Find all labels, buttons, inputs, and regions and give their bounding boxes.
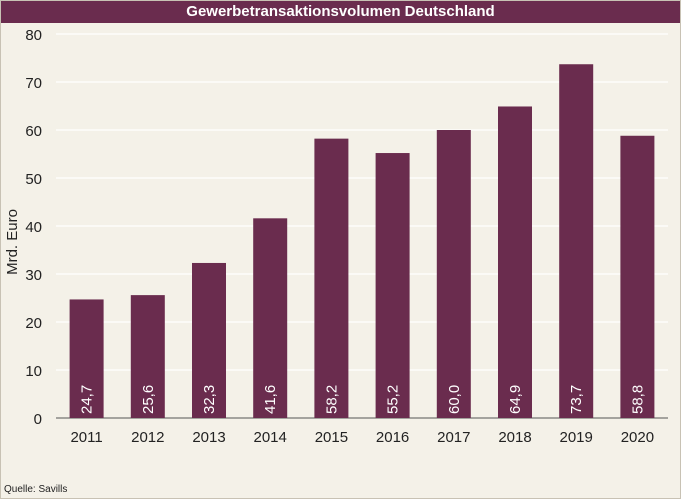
bar-2012 (130, 295, 165, 418)
bar-value-label: 58,2 (323, 385, 340, 414)
y-tick-label: 50 (25, 171, 42, 188)
bar-2014 (253, 218, 288, 418)
bar-2020 (620, 135, 655, 418)
bar-2018 (498, 106, 532, 418)
chart-title: Gewerbetransaktionsvolumen Deutschland (1, 1, 680, 23)
bar-2017 (436, 130, 471, 418)
y-axis-label: Mrd. Euro (4, 209, 21, 275)
bar-value-label: 58,8 (629, 385, 646, 414)
bar-value-label: 24,7 (79, 385, 96, 414)
x-tick-label: 2018 (498, 429, 531, 446)
y-tick-label: 40 (25, 219, 42, 236)
bar-2011 (69, 299, 104, 418)
x-tick-label: 2020 (621, 429, 654, 446)
bar-2013 (192, 262, 226, 418)
y-tick-label: 60 (25, 123, 42, 140)
bar-value-label: 60,0 (446, 385, 463, 414)
x-tick-label: 2017 (437, 429, 470, 446)
x-axis-ticks: 2011 2012 2013 2014 2015 2016 2017 2018 2019 2020 (70, 429, 654, 446)
x-tick-label: 2013 (192, 429, 225, 446)
y-tick-label: 20 (25, 315, 42, 332)
bar-2015 (314, 138, 349, 418)
y-tick-label: 70 (25, 75, 42, 92)
bar-value-label: 25,6 (140, 385, 157, 414)
bar-value-label: 64,9 (507, 385, 524, 414)
y-tick-label: 0 (34, 411, 42, 428)
y-tick-label: 80 (25, 27, 42, 44)
x-tick-label: 2016 (376, 429, 409, 446)
y-axis-ticks: 0 10 20 30 40 50 60 70 80 (25, 27, 42, 428)
x-tick-label: 2019 (560, 429, 593, 446)
value-labels: 24,7 25,6 32,3 41,6 58,2 55,2 60,0 64,9 73,7 58,8 (79, 385, 647, 414)
y-tick-label: 10 (25, 363, 42, 380)
bar-value-label: 32,3 (201, 385, 218, 414)
source-note: Quelle: Savills (4, 484, 68, 495)
x-tick-label: 2015 (315, 429, 348, 446)
x-tick-label: 2014 (254, 429, 287, 446)
bar-2016 (375, 153, 410, 419)
bar-value-label: 41,6 (262, 385, 279, 414)
y-tick-label: 30 (25, 267, 42, 284)
bar-value-label: 55,2 (385, 385, 402, 414)
bar-2019 (559, 64, 594, 419)
x-tick-label: 2012 (131, 429, 164, 446)
bars (69, 64, 655, 419)
x-tick-label: 2011 (70, 429, 102, 446)
bar-value-label: 73,7 (568, 385, 585, 414)
